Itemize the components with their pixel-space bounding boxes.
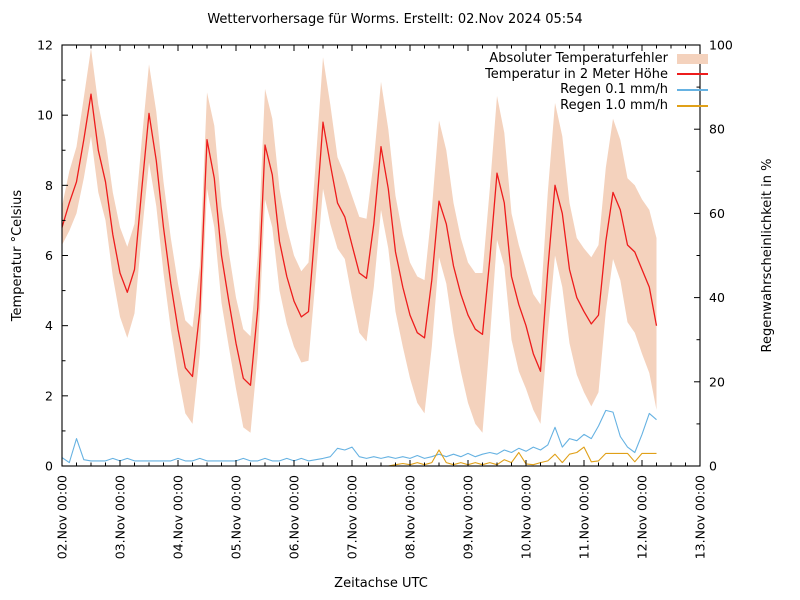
y-tick-label-left: 6 [45, 248, 53, 263]
temperature-line [61, 93, 658, 386]
x-tick-label: 12.Nov 00:00 [635, 475, 650, 559]
x-tick-label: 08.Nov 00:00 [403, 475, 418, 559]
x-tick-label: 04.Nov 00:00 [171, 475, 186, 559]
legend-label: Regen 0.1 mm/h [560, 82, 668, 98]
legend-line-sample [677, 88, 708, 91]
legend-line-sample [677, 104, 708, 107]
x-tick-label: 02.Nov 00:00 [55, 475, 70, 559]
legend: Absoluter Temperaturfehler Temperatur in … [485, 51, 708, 113]
y-tick-label-right: 40 [709, 290, 725, 305]
legend-item: Regen 1.0 mm/h [485, 98, 708, 114]
x-tick-label: 07.Nov 00:00 [345, 475, 360, 559]
x-tick-label: 09.Nov 00:00 [461, 475, 476, 559]
error-band [62, 48, 657, 433]
legend-label: Absoluter Temperaturfehler [489, 51, 668, 67]
y-tick-label-left: 8 [45, 178, 53, 193]
legend-band-swatch [677, 53, 708, 64]
y-tick-label-left: 0 [45, 459, 53, 474]
x-axis-label: Zeitachse UTC [334, 576, 428, 591]
y-tick-label-left: 10 [37, 108, 53, 123]
legend-line-sample [677, 73, 708, 76]
legend-item: Absoluter Temperaturfehler [485, 51, 708, 67]
legend-item: Regen 0.1 mm/h [485, 82, 708, 98]
y-tick-label-right: 100 [709, 38, 733, 53]
legend-label: Regen 1.0 mm/h [560, 98, 668, 114]
x-tick-label: 03.Nov 00:00 [113, 475, 128, 559]
y-tick-label-right: 20 [709, 374, 725, 389]
x-tick-label: 13.Nov 00:00 [693, 475, 708, 559]
legend-item: Temperatur in 2 Meter Höhe [485, 67, 708, 83]
y-tick-label-left: 2 [45, 388, 53, 403]
y-tick-label-left: 4 [45, 318, 53, 333]
x-tick-label: 11.Nov 00:00 [577, 475, 592, 559]
x-tick-label: 10.Nov 00:00 [519, 475, 534, 559]
x-tick-label: 05.Nov 00:00 [229, 475, 244, 559]
y-tick-label-right: 0 [709, 459, 717, 474]
chart-title: Wettervorhersage für Worms. Erstellt: 02… [207, 12, 583, 27]
rain-01-line [61, 409, 657, 464]
legend-label: Temperatur in 2 Meter Höhe [485, 66, 668, 82]
x-tick-label: 06.Nov 00:00 [287, 475, 302, 559]
y-tick-label-right: 80 [709, 122, 725, 137]
y-tick-label-left: 12 [37, 38, 53, 53]
y-tick-label-right: 60 [709, 206, 725, 221]
